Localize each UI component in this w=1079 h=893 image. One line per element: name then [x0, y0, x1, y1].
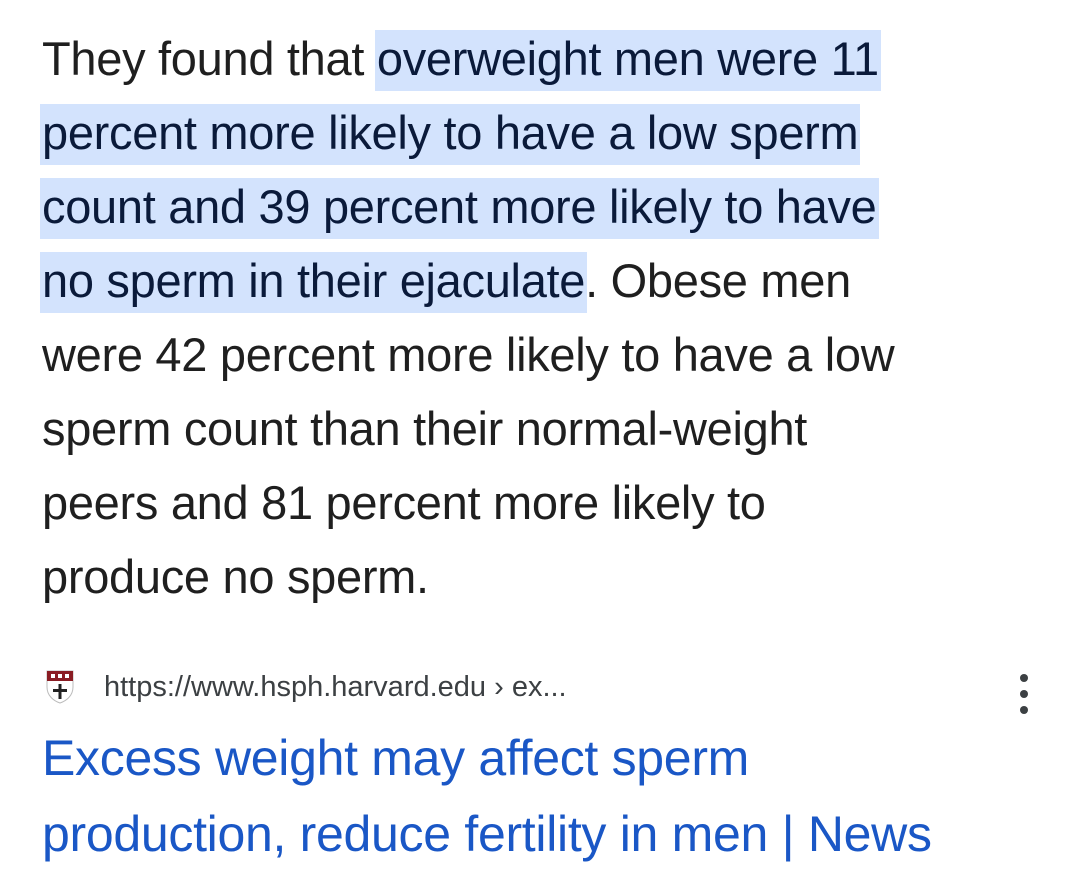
dot [1020, 674, 1028, 682]
snippet-line: percent more likely to have a low sperm [40, 96, 894, 170]
snippet-line: count and 39 percent more likely to have [40, 170, 894, 244]
source-url[interactable]: https://www.hsph.harvard.edu › ex... [104, 670, 567, 703]
snippet-line: produce no sperm. [42, 550, 429, 603]
highlighted-text: no sperm in their ejaculate [40, 252, 588, 313]
highlighted-text: percent more likely to have a low sperm [40, 104, 861, 165]
highlighted-text: count and 39 percent more likely to have [40, 178, 879, 239]
dot [1020, 706, 1028, 714]
harvard-shield-icon [46, 670, 74, 704]
more-vert-icon[interactable] [1012, 674, 1036, 714]
featured-snippet-text: They found that overweight men were 11 p… [40, 22, 895, 614]
title-line: production, reduce fertility in men | Ne… [42, 806, 932, 862]
title-line: Excess weight may affect sperm [42, 730, 750, 786]
result-title-link[interactable]: Excess weight may affect sperm productio… [42, 720, 932, 872]
highlighted-text: overweight men were 11 [374, 30, 881, 91]
snippet-line: sperm count than their normal-weight [42, 402, 808, 455]
snippet-line: peers and 81 percent more likely to [42, 476, 766, 529]
source-row[interactable]: https://www.hsph.harvard.edu › ex... [46, 664, 567, 710]
snippet-line: were 42 percent more likely to have a lo… [42, 328, 895, 381]
dot [1020, 690, 1028, 698]
snippet-line: They found that overweight men were 11 [42, 22, 894, 96]
snippet-line: no sperm in their ejaculate. Obese men [40, 244, 894, 318]
